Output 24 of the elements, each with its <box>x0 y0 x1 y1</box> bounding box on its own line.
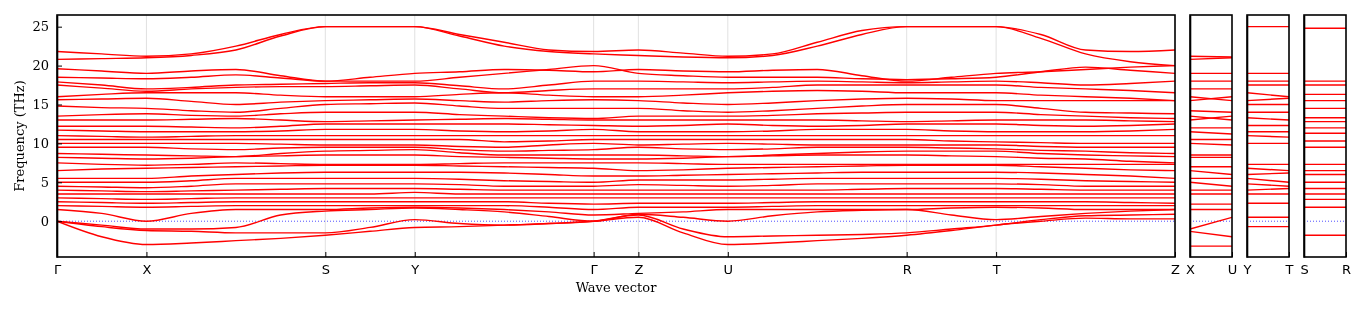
x-tick-label: X <box>142 262 152 278</box>
x-tick-label: U <box>1227 262 1238 278</box>
x-tick-label: Y <box>410 262 420 278</box>
x-tick-label: T <box>1284 262 1294 278</box>
y-axis-title: Frequency (THz) <box>12 80 27 192</box>
x-axis-title: Wave vector <box>575 280 658 295</box>
y-tick-label: 25 <box>32 19 49 35</box>
x-tick-label: Y <box>1242 262 1252 278</box>
x-tick-label: Z <box>1171 262 1181 278</box>
x-tick-label: X <box>1186 262 1196 278</box>
x-tick-label: T <box>991 262 1001 278</box>
y-tick-label: 15 <box>32 97 49 113</box>
x-tick-label: S <box>321 262 330 278</box>
x-tick-label: Γ <box>590 262 599 278</box>
y-tick-label: 20 <box>32 58 49 74</box>
x-tick-label: S <box>1300 262 1309 278</box>
x-tick-label: R <box>1341 262 1352 278</box>
y-tick-label: 5 <box>40 174 49 190</box>
x-tick-label: Γ <box>53 262 62 278</box>
y-tick-label: 10 <box>32 136 49 152</box>
x-tick-label: R <box>902 262 912 278</box>
x-tick-label: Z <box>634 262 644 278</box>
x-tick-label: U <box>723 262 734 278</box>
y-tick-label: 0 <box>40 213 49 229</box>
